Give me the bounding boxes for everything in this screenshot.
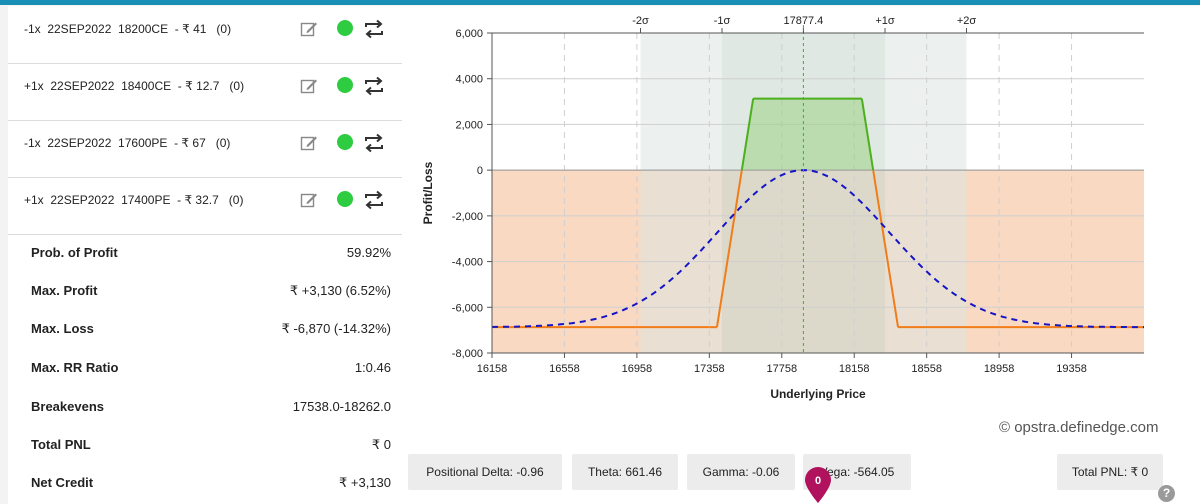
leg-label: +1x 22SEP2022 17400PE - ₹ 32.7 (0) [24, 193, 244, 207]
stat-breakevens: Breakevens 17538.0-18262.0 [8, 388, 402, 426]
map-pin-marker-icon[interactable]: 0 [803, 466, 833, 504]
help-icon[interactable]: ? [1158, 485, 1175, 502]
leg-row: +1x 22SEP2022 17400PE - ₹ 32.7 (0) [8, 177, 402, 235]
x-tick-label: 17758 [766, 363, 797, 375]
x-tick-label: 19358 [1056, 363, 1087, 375]
x-tick-label: 18558 [911, 363, 942, 375]
stat-value: 1:0.46 [354, 360, 391, 375]
sigma-label: 17877.4 [784, 15, 824, 27]
strategy-panel: -1x 22SEP2022 18200CE - ₹ 41 (0) +1x 22S… [8, 6, 402, 504]
status-dot-icon[interactable] [337, 20, 353, 36]
stat-max-loss: Max. Loss ₹ -6,870 (-14.32%) [8, 310, 402, 348]
stat-net-credit: Net Credit ₹ +3,130 [8, 464, 402, 502]
sigma-label: +1σ [875, 15, 895, 27]
stat-label: Max. RR Ratio [31, 360, 119, 375]
x-tick-label: 16958 [622, 363, 653, 375]
status-dot-icon[interactable] [337, 191, 353, 207]
edit-icon[interactable] [300, 77, 318, 95]
leg-label: +1x 22SEP2022 18400CE - ₹ 12.7 (0) [24, 79, 245, 93]
status-dot-icon[interactable] [337, 77, 353, 93]
x-tick-label: 18958 [984, 363, 1015, 375]
stat-value: 17538.0-18262.0 [292, 399, 391, 414]
stat-max-rr-ratio: Max. RR Ratio 1:0.46 [8, 349, 402, 387]
leg-row: -1x 22SEP2022 18200CE - ₹ 41 (0) [8, 6, 402, 64]
y-tick-label: -2,000 [452, 211, 483, 223]
stat-label: Breakevens [31, 399, 104, 414]
watermark-credit: © opstra.definedge.com [999, 419, 1159, 436]
payoff-line-loss [715, 169, 743, 328]
swap-icon[interactable] [363, 19, 385, 39]
stat-label: Net Credit [31, 475, 94, 490]
status-dot-icon[interactable] [337, 134, 353, 150]
sigma-band-2 [640, 33, 723, 353]
y-tick-label: -8,000 [452, 348, 483, 360]
stat-value: 59.92% [346, 245, 391, 260]
stat-value: ₹ +3,130 (6.52%) [289, 283, 391, 298]
stat-value: ₹ 0 [371, 437, 391, 452]
stat-label: Total PNL [31, 437, 91, 452]
leg-label: -1x 22SEP2022 18200CE - ₹ 41 (0) [24, 22, 232, 36]
payoff-line-loss [872, 169, 900, 328]
edit-icon[interactable] [300, 134, 318, 152]
theta-chip: Theta: 661.46 [572, 454, 678, 490]
leg-label: -1x 22SEP2022 17600PE - ₹ 67 (0) [24, 136, 231, 150]
leg-row: -1x 22SEP2022 17600PE - ₹ 67 (0) [8, 120, 402, 178]
x-tick-label: 17358 [694, 363, 725, 375]
y-tick-label: 4,000 [455, 74, 483, 86]
edit-icon[interactable] [300, 20, 318, 38]
x-axis-title: Underlying Price [770, 387, 866, 401]
profit-zone [741, 98, 874, 171]
payoff-line-profit [740, 98, 755, 171]
positional-delta-chip: Positional Delta: -0.96 [408, 454, 562, 490]
swap-icon[interactable] [363, 76, 385, 96]
stat-label: Max. Loss [31, 321, 94, 336]
y-tick-label: 2,000 [455, 119, 483, 131]
top-accent-bar [0, 0, 1200, 5]
payoff-line-profit [860, 98, 875, 171]
total-pnl-chip: Total PNL: ₹ 0 [1057, 454, 1163, 490]
swap-icon[interactable] [363, 190, 385, 210]
expected-pnl-curve [491, 169, 1144, 329]
x-tick-label: 16158 [477, 363, 508, 375]
swap-icon[interactable] [363, 133, 385, 153]
stat-value: ₹ -6,870 (-14.32%) [281, 321, 391, 336]
pin-label: 0 [815, 475, 821, 487]
stat-label: Max. Profit [31, 283, 98, 298]
sigma-label: +2σ [957, 15, 977, 27]
edit-icon[interactable] [300, 191, 318, 209]
gamma-chip: Gamma: -0.06 [687, 454, 795, 490]
stat-prob-of-profit: Prob. of Profit 59.92% [8, 234, 402, 272]
y-tick-label: -6,000 [452, 302, 483, 314]
y-tick-label: -4,000 [452, 257, 483, 269]
stat-total-pnl: Total PNL ₹ 0 [8, 426, 402, 464]
leg-row: +1x 22SEP2022 18400CE - ₹ 12.7 (0) [8, 63, 402, 121]
x-tick-label: 18158 [839, 363, 870, 375]
sigma-label: -2σ [632, 15, 649, 27]
x-tick-label: 16558 [549, 363, 580, 375]
stat-max-profit: Max. Profit ₹ +3,130 (6.52%) [8, 272, 402, 310]
y-tick-label: 0 [477, 165, 483, 177]
stat-value: ₹ +3,130 [338, 475, 391, 490]
sigma-band-2 [885, 33, 967, 353]
stat-label: Prob. of Profit [31, 245, 118, 260]
sigma-label: -1σ [714, 15, 731, 27]
payoff-chart[interactable]: 6,000 4,000 2,000 0 -2,000 -4,000 -6,000 -8,000… [402, 6, 1200, 446]
y-axis-title: Profit/Loss [421, 161, 435, 224]
y-tick-label: 6,000 [455, 28, 483, 40]
